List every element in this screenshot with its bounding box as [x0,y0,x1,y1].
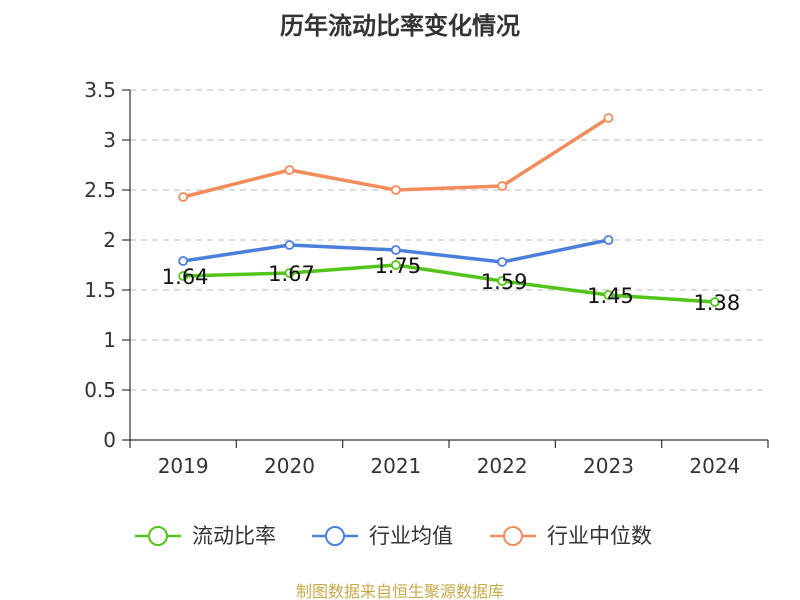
series-1 [178,235,614,267]
data-point [497,257,508,267]
data-point [603,113,614,123]
x-tick-label: 2021 [370,454,421,478]
y-tick-label: 0 [103,428,116,452]
series-0 [178,260,720,307]
legend-item-0[interactable]: 流动比率 [135,524,276,548]
data-point [390,245,401,255]
data-point [284,240,295,250]
data-point [178,271,189,281]
data-label: 1.38 [693,291,740,315]
chart-title: 历年流动比率变化情况 [280,12,520,40]
data-point [497,276,508,286]
data-label: 1.45 [587,284,634,308]
y-tick-label: 2 [103,228,116,252]
data-point [603,290,614,300]
y-tick-label: 0.5 [84,378,116,402]
series-2 [178,113,614,202]
gridlines [130,89,768,391]
x-tick-label: 2024 [689,454,740,478]
data-label: 1.67 [268,262,315,286]
data-point [390,185,401,195]
axes: 0 0.5 1 1.5 2 2.5 3 3.5 2019 2020 2021 2022 2023 2024 [84,78,769,478]
x-tick-label: 2020 [264,454,315,478]
legend-marker [503,526,523,546]
data-point [603,235,614,245]
y-tick-label: 3.5 [84,78,116,102]
legend-marker [148,526,168,546]
legend-label: 行业均值 [369,524,453,548]
data-labels: 1.64 1.67 1.75 1.59 1.45 1.38 [162,254,740,315]
legend[interactable]: 流动比率 行业均值 行业中位数 [135,524,652,548]
legend-label: 流动比率 [192,524,276,548]
data-point [178,192,189,202]
y-tick-label: 3 [103,128,116,152]
data-label: 1.59 [481,270,528,294]
legend-item-2[interactable]: 行业中位数 [490,524,652,548]
source-note: 制图数据来自恒生聚源数据库 [295,582,504,600]
series-line [181,263,717,304]
series-layer [178,113,720,307]
y-tick-label: 1 [103,328,116,352]
x-tick-label: 2019 [158,454,209,478]
legend-label: 行业中位数 [547,524,652,548]
data-point [709,297,720,307]
x-tick-label: 2023 [583,454,634,478]
legend-marker [325,526,345,546]
data-point [284,268,295,278]
x-tick-label: 2022 [477,454,528,478]
data-point [178,256,189,266]
data-point [497,181,508,191]
data-point [390,260,401,270]
data-label: 1.75 [374,254,421,278]
data-point [284,165,295,175]
legend-item-1[interactable]: 行业均值 [312,524,453,548]
y-tick-label: 1.5 [84,278,116,302]
data-label: 1.64 [162,265,209,289]
y-tick-label: 2.5 [84,178,116,202]
